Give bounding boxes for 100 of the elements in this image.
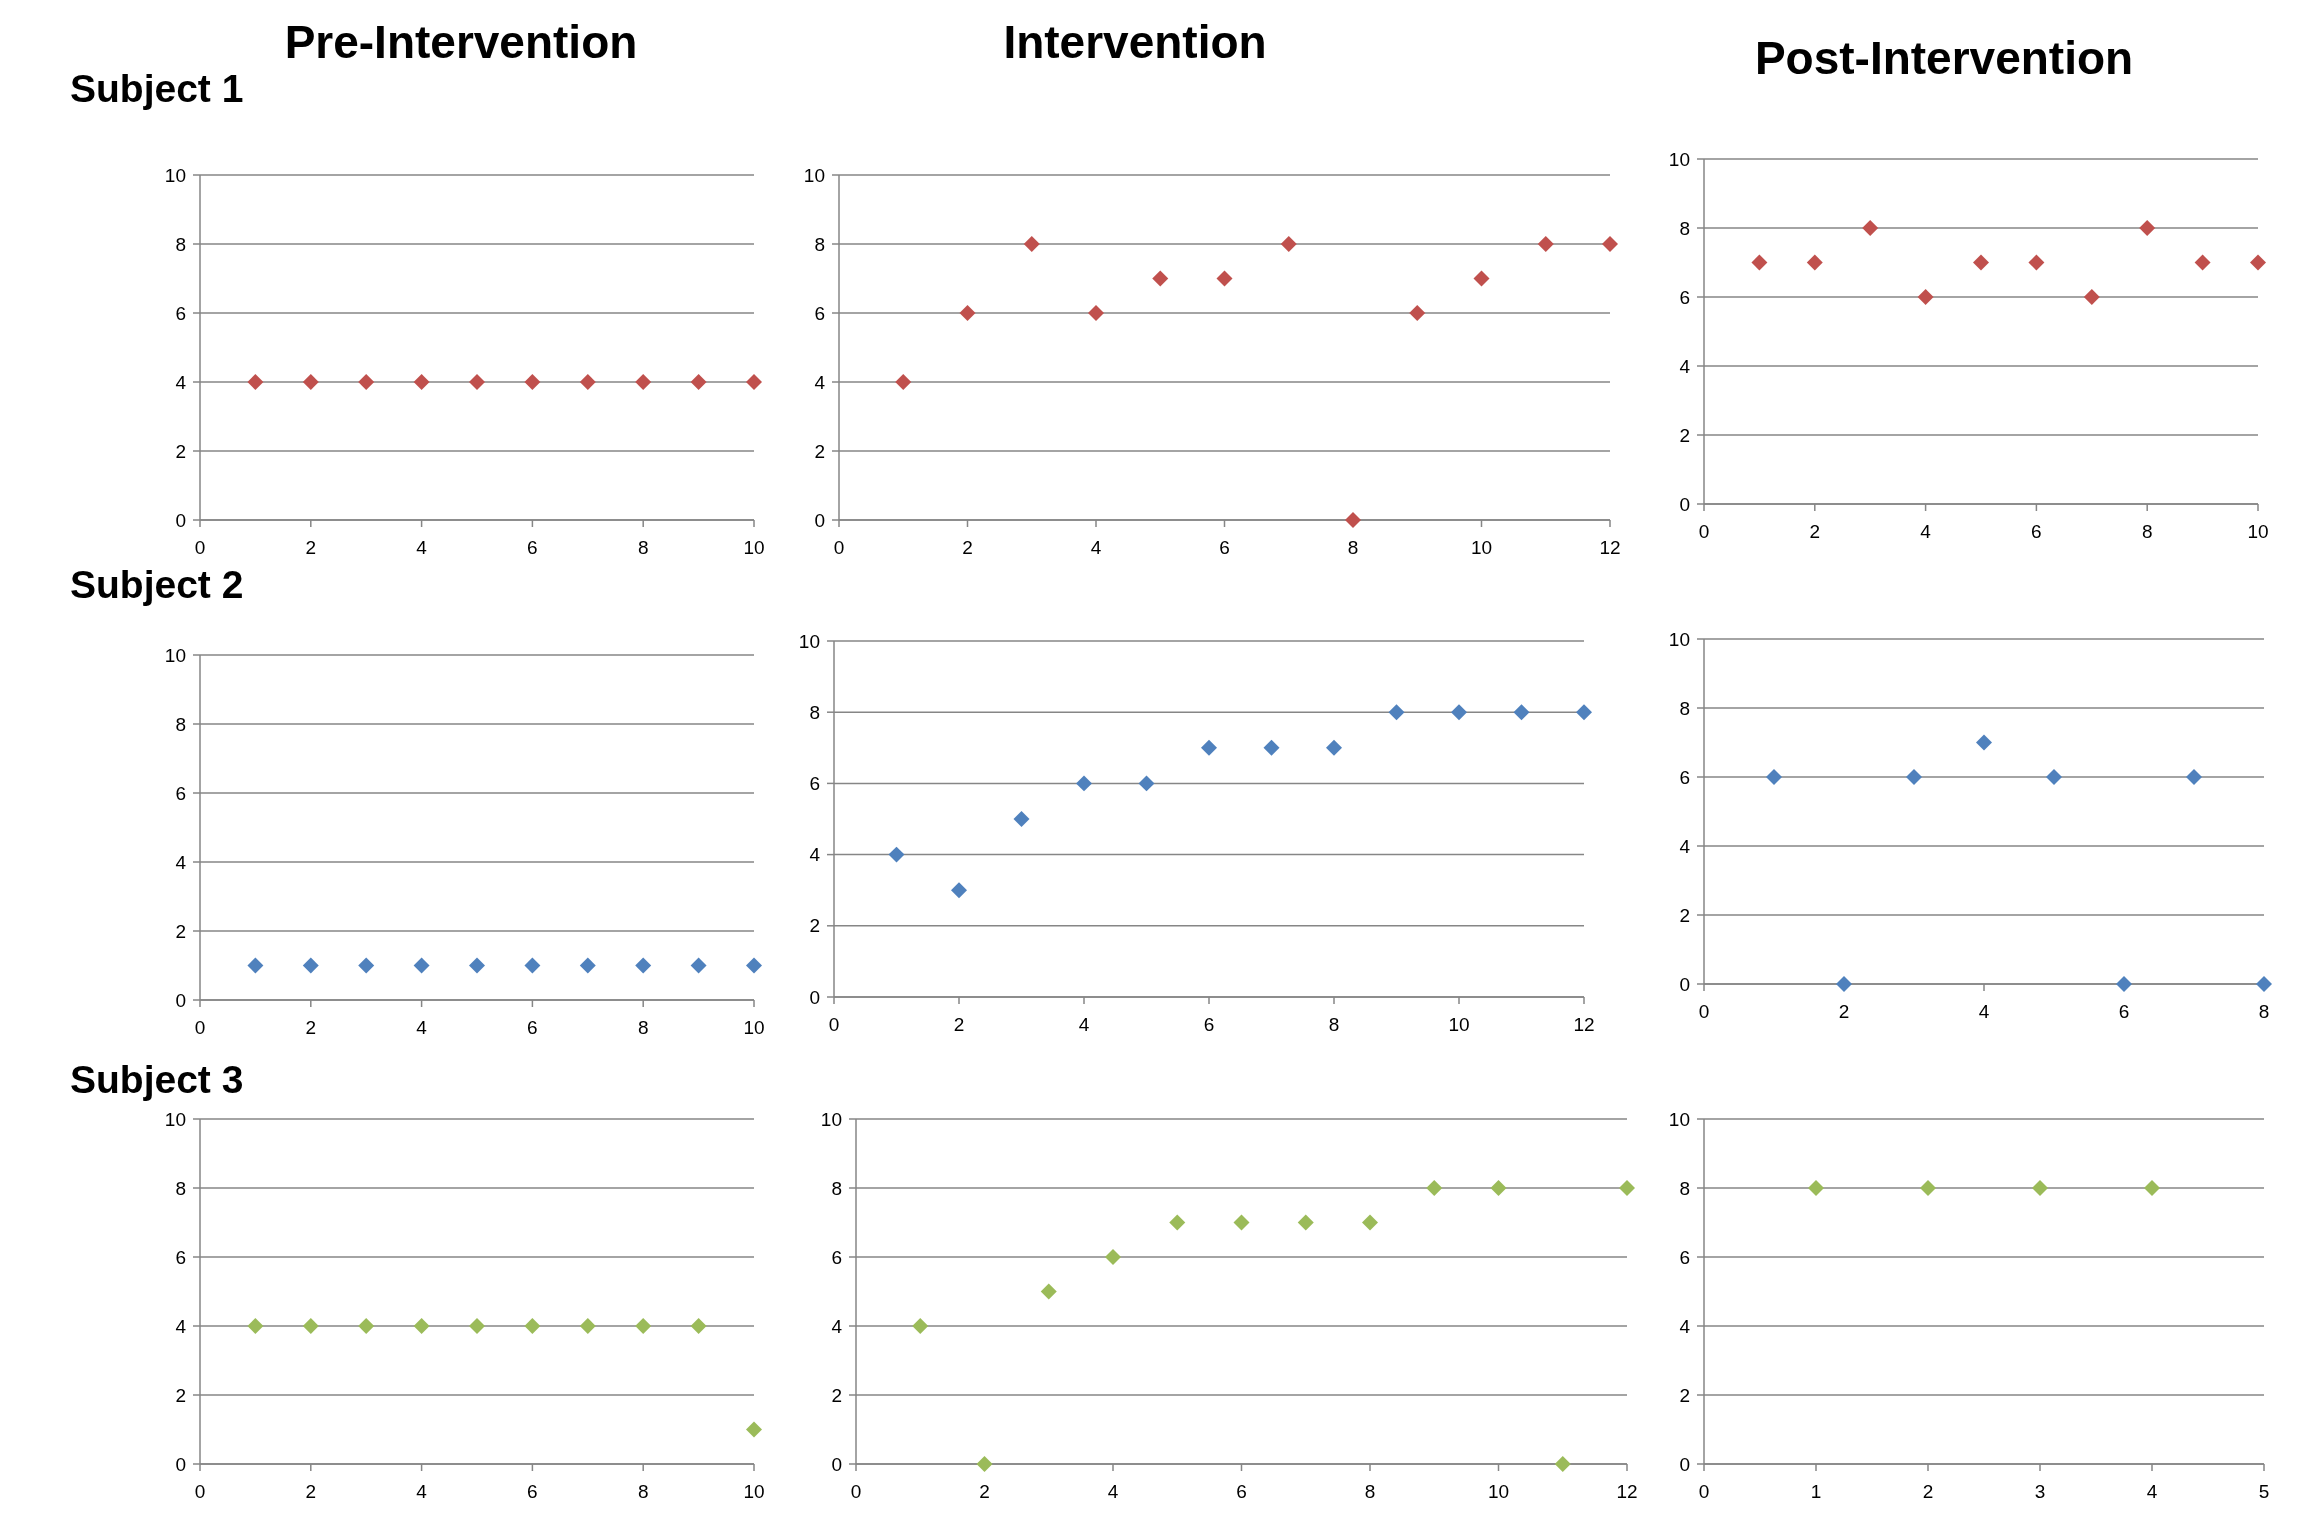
point bbox=[2028, 254, 2045, 271]
y-tick-label: 8 bbox=[175, 713, 186, 735]
x-tick-label: 4 bbox=[1090, 537, 1102, 558]
y-tick-label: 8 bbox=[175, 233, 186, 255]
point bbox=[1409, 305, 1426, 321]
y-tick-label: 6 bbox=[809, 773, 820, 795]
y-tick-label: 10 bbox=[164, 164, 186, 186]
y-tick-label: 2 bbox=[175, 440, 186, 462]
y-tick-label: 10 bbox=[798, 630, 820, 652]
point bbox=[1040, 1283, 1057, 1300]
x-tick-label: 6 bbox=[2118, 1001, 2130, 1022]
x-tick-label: 6 bbox=[527, 1017, 538, 1038]
x-tick-label: 8 bbox=[2141, 521, 2153, 542]
x-tick-label: 12 bbox=[1573, 1014, 1595, 1035]
text: Subject 2 bbox=[70, 563, 244, 606]
y-tick-label: 4 bbox=[1679, 355, 1691, 377]
x-tick-label: 4 bbox=[1978, 1001, 1990, 1022]
point bbox=[2116, 976, 2132, 992]
y-tick-label: 6 bbox=[814, 302, 825, 324]
point bbox=[1806, 254, 1823, 271]
y-tick-label: 8 bbox=[809, 701, 820, 723]
x-tick-label: 0 bbox=[194, 1481, 206, 1502]
y-tick-label: 4 bbox=[809, 844, 821, 866]
y-tick-label: 0 bbox=[1679, 493, 1690, 515]
x-tick-label: 4 bbox=[1107, 1481, 1119, 1502]
y-tick-label: 2 bbox=[1679, 424, 1690, 446]
x-tick-label: 4 bbox=[1078, 1014, 1090, 1035]
point bbox=[1451, 704, 1467, 721]
y-tick-label: 4 bbox=[175, 371, 187, 393]
x-tick-label: 0 bbox=[1698, 521, 1710, 542]
point bbox=[1751, 254, 1768, 271]
point bbox=[1388, 704, 1405, 721]
point bbox=[1138, 775, 1155, 792]
y-tick-label: 0 bbox=[1679, 1453, 1690, 1475]
x-tick-label: 5 bbox=[2258, 1481, 2270, 1502]
y-tick-label: 10 bbox=[803, 164, 825, 186]
y-tick-label: 0 bbox=[809, 986, 820, 1008]
x-tick-label: 4 bbox=[416, 537, 428, 558]
y-tick-label: 2 bbox=[814, 440, 825, 462]
y-tick-label: 2 bbox=[1679, 1384, 1690, 1406]
y-tick-label: 8 bbox=[814, 233, 825, 255]
y-tick-label: 8 bbox=[831, 1177, 842, 1199]
y-tick-label: 6 bbox=[1679, 286, 1690, 308]
y-tick-label: 4 bbox=[831, 1315, 843, 1337]
x-tick-label: 12 bbox=[1599, 537, 1621, 558]
y-tick-label: 10 bbox=[1668, 1108, 1690, 1130]
x-tick-label: 8 bbox=[637, 537, 649, 558]
x-tick-label: 8 bbox=[637, 1017, 649, 1038]
y-tick-label: 2 bbox=[831, 1384, 842, 1406]
x-tick-label: 2 bbox=[305, 1017, 317, 1038]
y-tick-label: 0 bbox=[1679, 973, 1690, 995]
point bbox=[2256, 976, 2272, 992]
x-tick-label: 0 bbox=[1698, 1001, 1710, 1022]
chart-title: Post-Intervention bbox=[1754, 32, 2134, 84]
x-tick-label: 4 bbox=[416, 1481, 428, 1502]
point bbox=[1862, 220, 1879, 236]
x-tick-label: 2 bbox=[979, 1481, 990, 1502]
y-tick-label: 6 bbox=[175, 782, 186, 804]
y-tick-label: 2 bbox=[175, 920, 186, 942]
point bbox=[1917, 289, 1934, 305]
x-tick-label: 8 bbox=[1328, 1014, 1340, 1035]
point bbox=[1076, 775, 1092, 792]
y-tick-label: 10 bbox=[820, 1108, 842, 1130]
y-tick-label: 10 bbox=[164, 1108, 186, 1130]
x-tick-label: 4 bbox=[416, 1017, 428, 1038]
x-tick-label: 2 bbox=[1922, 1481, 1934, 1502]
x-tick-label: 6 bbox=[527, 537, 538, 558]
x-tick-label: 6 bbox=[527, 1481, 538, 1502]
x-tick-label: 2 bbox=[1838, 1001, 1850, 1022]
x-tick-label: 12 bbox=[1616, 1481, 1638, 1502]
y-tick-label: 6 bbox=[175, 1246, 186, 1268]
chart-title: Intervention bbox=[1003, 16, 1267, 68]
point bbox=[1554, 1456, 1571, 1472]
x-tick-label: 2 bbox=[305, 1481, 317, 1502]
point bbox=[1280, 236, 1297, 252]
x-tick-label: 8 bbox=[2258, 1001, 2270, 1022]
x-tick-label: 2 bbox=[305, 537, 317, 558]
x-tick-label: 10 bbox=[743, 1481, 765, 1502]
x-tick-label: 0 bbox=[194, 537, 206, 558]
point bbox=[1013, 811, 1030, 827]
x-tick-label: 10 bbox=[743, 1017, 765, 1038]
y-tick-label: 4 bbox=[1679, 835, 1691, 857]
x-tick-label: 8 bbox=[1364, 1481, 1376, 1502]
x-tick-label: 10 bbox=[1448, 1014, 1470, 1035]
point bbox=[976, 1456, 993, 1472]
y-tick-label: 8 bbox=[1679, 697, 1690, 719]
point bbox=[2139, 220, 2156, 236]
x-tick-label: 2 bbox=[953, 1014, 965, 1035]
point bbox=[2194, 254, 2211, 271]
x-tick-label: 10 bbox=[743, 537, 765, 558]
y-tick-label: 4 bbox=[814, 371, 826, 393]
point bbox=[1836, 976, 1852, 992]
y-tick-label: 2 bbox=[175, 1384, 186, 1406]
point bbox=[951, 882, 967, 899]
y-tick-label: 8 bbox=[1679, 217, 1690, 239]
point bbox=[1297, 1214, 1314, 1231]
point bbox=[1023, 236, 1040, 252]
point bbox=[1976, 734, 1992, 751]
y-tick-label: 0 bbox=[831, 1453, 842, 1475]
point bbox=[1362, 1214, 1378, 1231]
